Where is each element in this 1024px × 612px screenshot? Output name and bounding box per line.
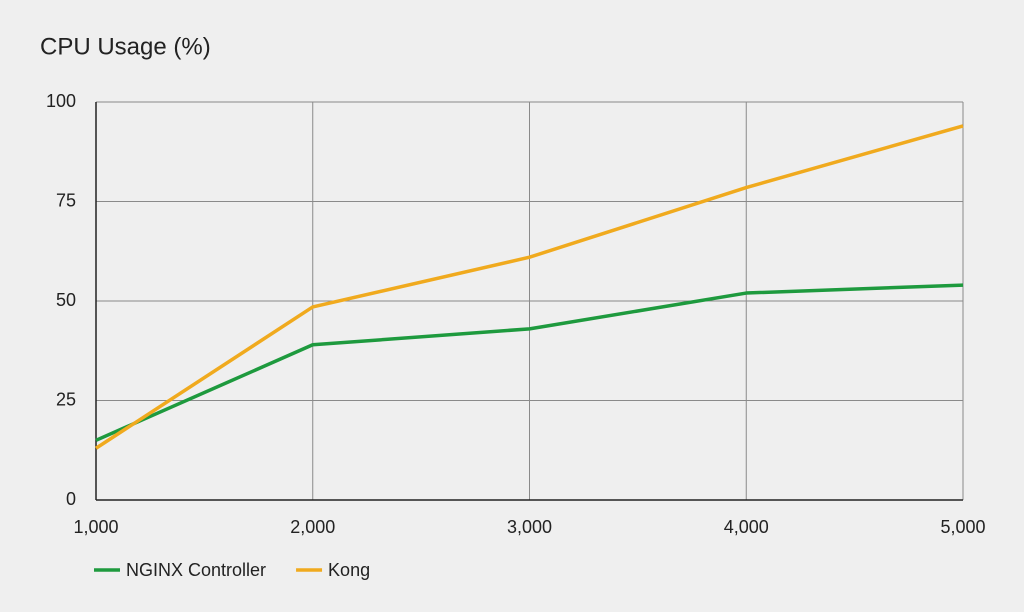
y-tick-label: 25 [56, 389, 76, 409]
chart-title: CPU Usage (%) [40, 33, 211, 60]
y-tick-label: 75 [56, 190, 76, 210]
y-tick-label: 100 [46, 91, 76, 111]
legend-label: NGINX Controller [126, 560, 266, 580]
y-tick-label: 0 [66, 489, 76, 509]
legend-label: Kong [328, 560, 370, 580]
x-tick-label: 3,000 [507, 517, 552, 537]
line [95, 283, 964, 442]
x-tick-label: 4,000 [724, 517, 769, 537]
x-tick-label: 1,000 [73, 517, 118, 537]
x-tick-label: 2,000 [290, 517, 335, 537]
line [95, 124, 964, 450]
x-tick-label: 5,000 [940, 517, 985, 537]
y-tick-label: 50 [56, 290, 76, 310]
